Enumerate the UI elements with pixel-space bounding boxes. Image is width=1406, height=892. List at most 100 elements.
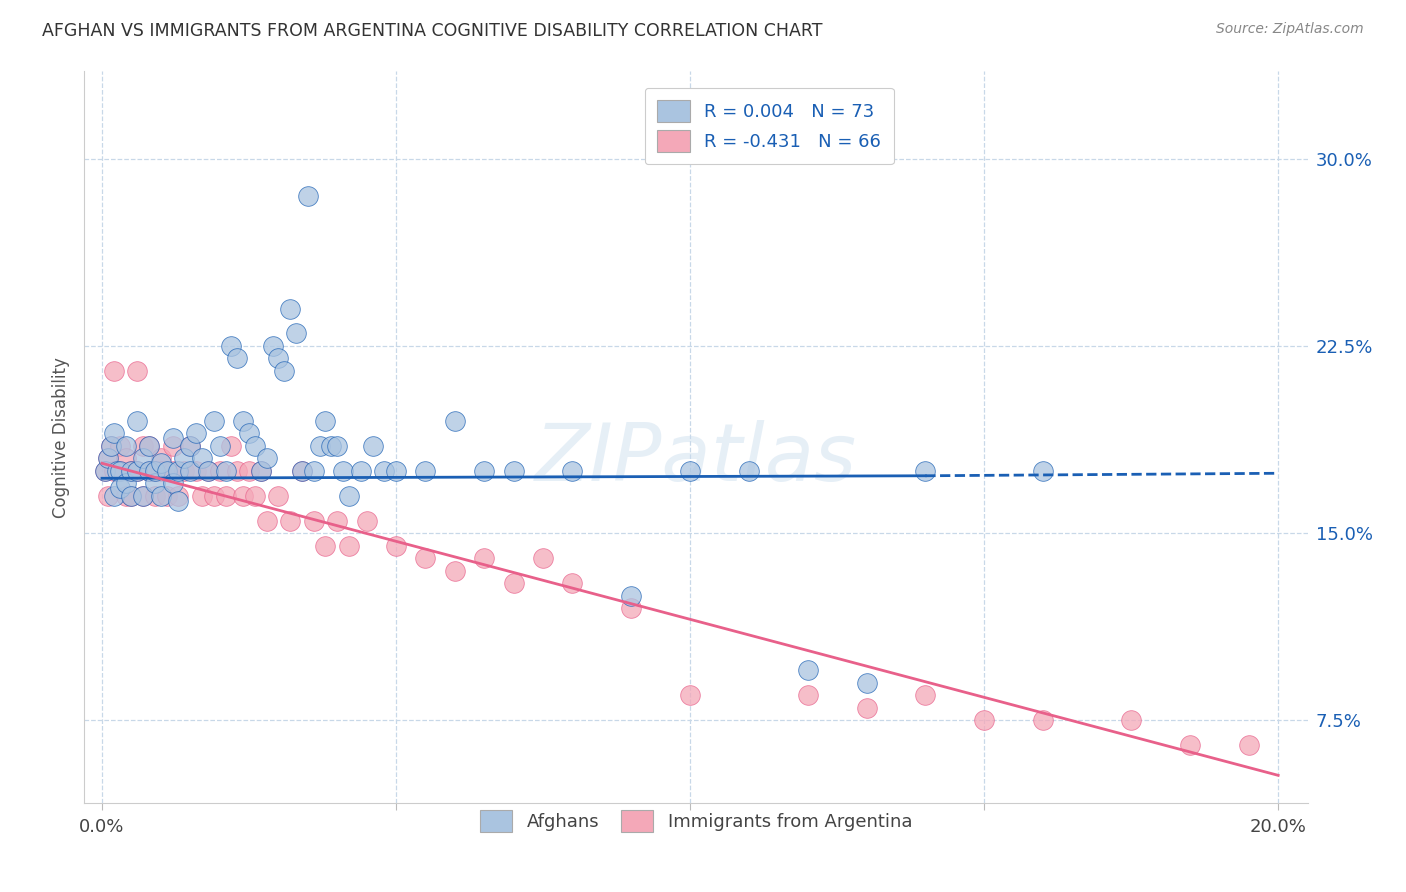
Point	[97, 451, 120, 466]
Point	[162, 431, 184, 445]
Point	[444, 564, 467, 578]
Point	[197, 464, 219, 478]
Point	[302, 464, 325, 478]
Point	[97, 489, 120, 503]
Point	[143, 464, 166, 478]
Point	[103, 364, 125, 378]
Point	[620, 589, 643, 603]
Point	[314, 414, 336, 428]
Point	[162, 464, 184, 478]
Point	[472, 464, 495, 478]
Point	[214, 464, 236, 478]
Point	[184, 464, 207, 478]
Point	[973, 714, 995, 728]
Point	[94, 464, 117, 478]
Point	[1178, 739, 1201, 753]
Point	[173, 464, 195, 478]
Point	[267, 351, 290, 366]
Point	[132, 489, 155, 503]
Point	[208, 439, 231, 453]
Point	[208, 464, 231, 478]
Point	[120, 464, 142, 478]
Point	[356, 514, 378, 528]
Point	[149, 464, 172, 478]
Point	[679, 689, 702, 703]
Point	[156, 464, 179, 478]
Point	[202, 489, 225, 503]
Point	[243, 439, 266, 453]
Point	[262, 339, 284, 353]
Point	[914, 464, 936, 478]
Point	[385, 464, 408, 478]
Point	[1032, 714, 1054, 728]
Point	[167, 493, 190, 508]
Y-axis label: Cognitive Disability: Cognitive Disability	[52, 357, 70, 517]
Point	[114, 439, 136, 453]
Point	[444, 414, 467, 428]
Point	[855, 701, 877, 715]
Point	[108, 464, 131, 478]
Point	[285, 326, 308, 341]
Point	[620, 601, 643, 615]
Point	[114, 489, 136, 503]
Point	[214, 489, 236, 503]
Point	[502, 464, 524, 478]
Point	[531, 551, 554, 566]
Point	[914, 689, 936, 703]
Point	[361, 439, 384, 453]
Point	[100, 439, 122, 453]
Point	[179, 464, 201, 478]
Point	[173, 451, 195, 466]
Point	[103, 489, 125, 503]
Point	[138, 464, 160, 478]
Point	[561, 576, 583, 591]
Point	[156, 489, 179, 503]
Point	[197, 464, 219, 478]
Point	[114, 451, 136, 466]
Point	[256, 451, 278, 466]
Point	[143, 476, 166, 491]
Point	[143, 464, 166, 478]
Point	[502, 576, 524, 591]
Point	[273, 364, 295, 378]
Point	[132, 451, 155, 466]
Point	[103, 464, 125, 478]
Point	[302, 514, 325, 528]
Point	[796, 664, 818, 678]
Point	[472, 551, 495, 566]
Point	[100, 439, 122, 453]
Point	[162, 476, 184, 491]
Point	[278, 301, 301, 316]
Point	[108, 439, 131, 453]
Point	[120, 489, 142, 503]
Point	[291, 464, 314, 478]
Point	[415, 464, 437, 478]
Point	[243, 489, 266, 503]
Point	[149, 489, 172, 503]
Point	[202, 414, 225, 428]
Point	[337, 489, 360, 503]
Point	[143, 489, 166, 503]
Point	[238, 426, 260, 441]
Point	[326, 514, 349, 528]
Point	[249, 464, 271, 478]
Point	[138, 464, 160, 478]
Point	[232, 489, 254, 503]
Point	[127, 414, 149, 428]
Point	[120, 464, 142, 478]
Point	[561, 464, 583, 478]
Point	[415, 551, 437, 566]
Point	[308, 439, 330, 453]
Point	[256, 514, 278, 528]
Point	[149, 456, 172, 470]
Text: AFGHAN VS IMMIGRANTS FROM ARGENTINA COGNITIVE DISABILITY CORRELATION CHART: AFGHAN VS IMMIGRANTS FROM ARGENTINA COGN…	[42, 22, 823, 40]
Point	[238, 464, 260, 478]
Point	[114, 476, 136, 491]
Legend: Afghans, Immigrants from Argentina: Afghans, Immigrants from Argentina	[467, 797, 925, 845]
Point	[326, 439, 349, 453]
Point	[350, 464, 373, 478]
Point	[191, 489, 214, 503]
Point	[796, 689, 818, 703]
Point	[97, 451, 120, 466]
Point	[191, 451, 214, 466]
